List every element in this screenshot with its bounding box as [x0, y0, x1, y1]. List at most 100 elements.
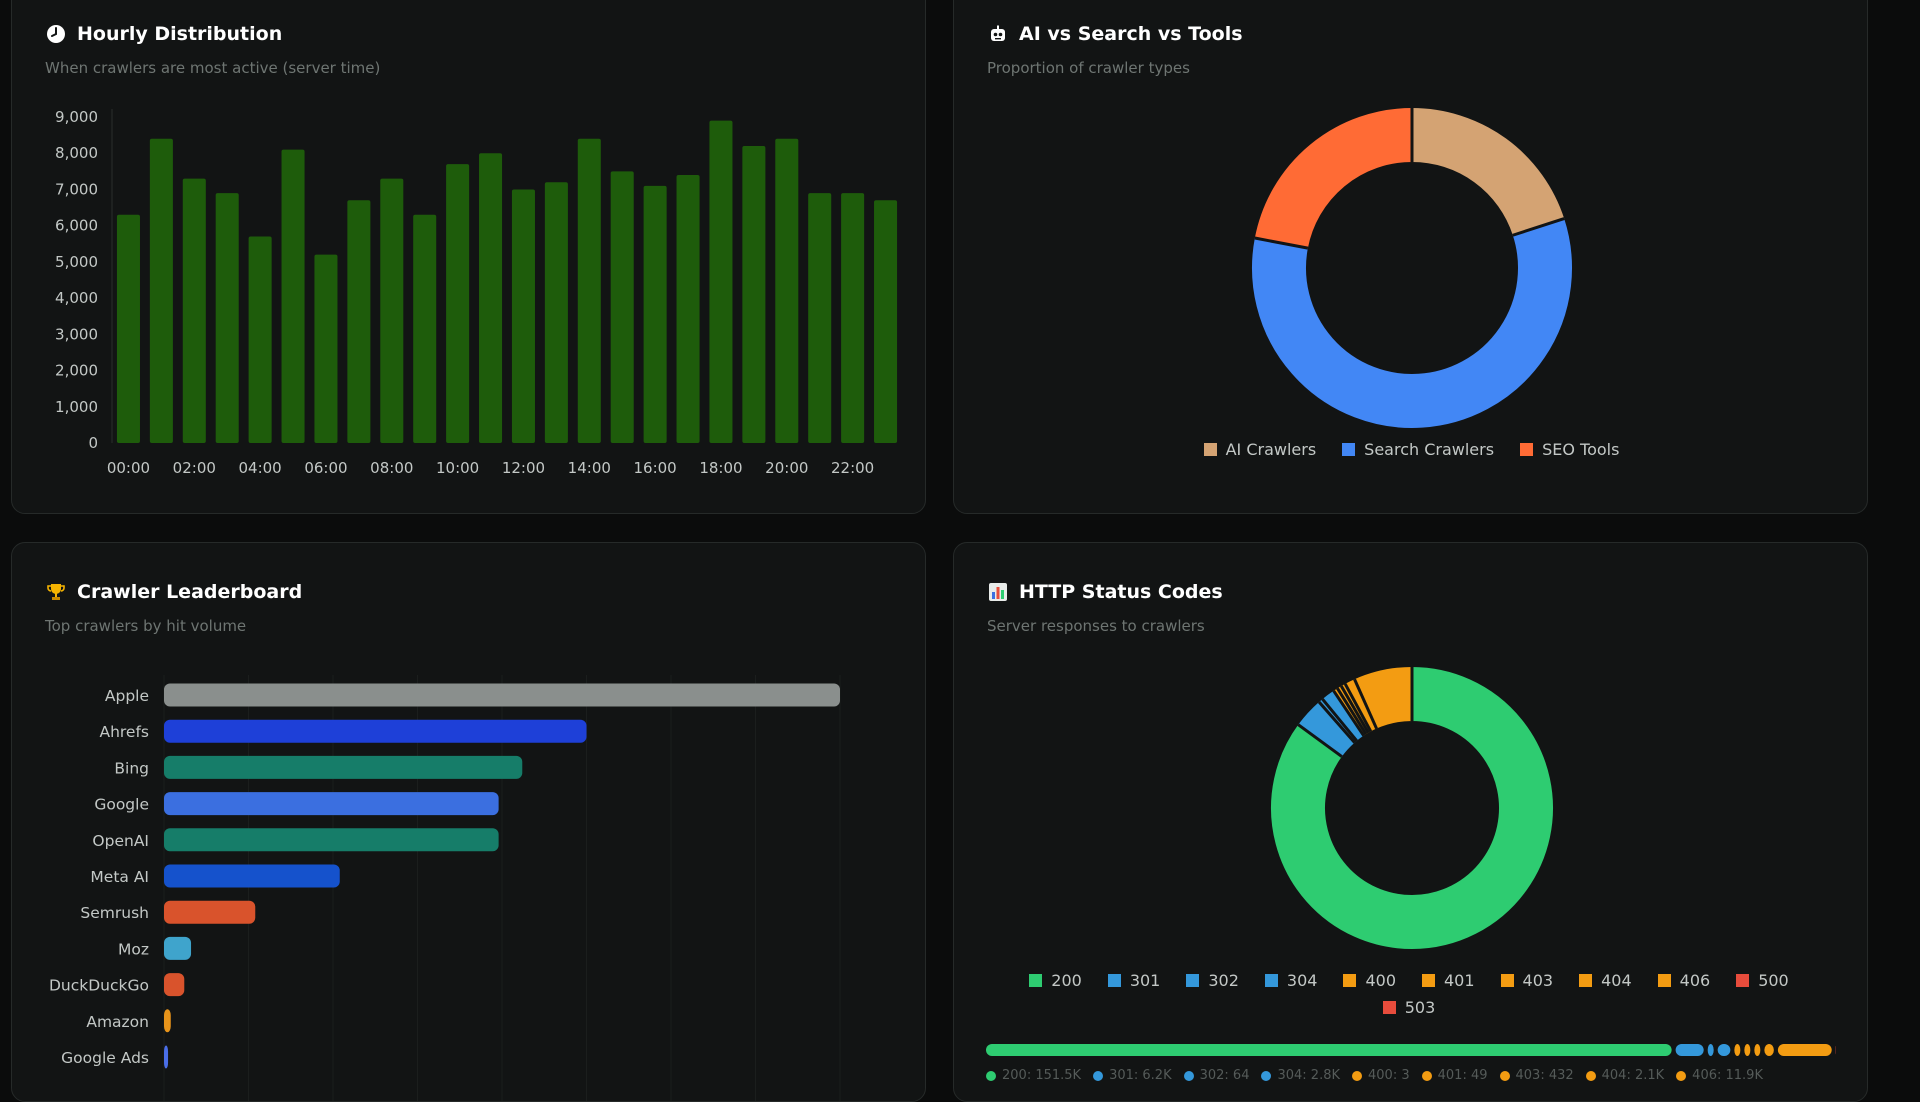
status-proportion-segment[interactable]: [1744, 1044, 1750, 1056]
hourly-bar[interactable]: [216, 193, 239, 443]
status-summary-item: 302: 64: [1184, 1068, 1250, 1083]
legend-swatch: [1520, 443, 1533, 456]
hourly-bar[interactable]: [677, 175, 700, 443]
x-tick-label: 22:00: [831, 459, 874, 477]
hourly-bar[interactable]: [545, 182, 568, 443]
x-tick-label: 16:00: [634, 459, 677, 477]
hourly-distribution-card: Hourly Distribution When crawlers are mo…: [11, 0, 926, 514]
legend-item-401[interactable]: 401: [1422, 971, 1475, 990]
status-summary-label: 302: 64: [1200, 1068, 1250, 1083]
hourly-bar[interactable]: [413, 215, 436, 443]
types-slice[interactable]: [1412, 135, 1538, 227]
hourly-bar[interactable]: [709, 121, 732, 443]
legend-label: 403: [1523, 971, 1554, 990]
legend-swatch: [1029, 974, 1042, 987]
leaderboard-label: DuckDuckGo: [49, 977, 149, 995]
leaderboard-bar[interactable]: [164, 937, 191, 960]
hourly-bar[interactable]: [183, 179, 206, 443]
legend-label: SEO Tools: [1542, 440, 1619, 459]
status-dot: [986, 1071, 996, 1081]
y-tick-label: 1,000: [55, 398, 98, 416]
hourly-bar[interactable]: [578, 139, 601, 443]
status-proportion-segment[interactable]: [1754, 1044, 1760, 1056]
status-proportion-segment[interactable]: [1676, 1044, 1704, 1056]
leaderboard-bar[interactable]: [164, 865, 340, 888]
legend-item-200[interactable]: 200: [1029, 971, 1082, 990]
leaderboard-label: Meta AI: [90, 868, 149, 886]
y-tick-label: 5,000: [55, 253, 98, 271]
status-slice[interactable]: [1320, 722, 1337, 740]
leaderboard-bar[interactable]: [164, 828, 499, 851]
status-summary-item: 200: 151.5K: [986, 1068, 1081, 1083]
legend-item-503[interactable]: 503: [1383, 998, 1436, 1017]
legend-swatch: [1204, 443, 1217, 456]
status-dot: [1352, 1071, 1362, 1081]
legend-item-ai-crawlers[interactable]: AI Crawlers: [1204, 440, 1317, 459]
hourly-bar[interactable]: [874, 200, 897, 443]
status-proportion-segment[interactable]: [986, 1044, 1672, 1056]
hourly-bar[interactable]: [841, 193, 864, 443]
legend-item-search-crawlers[interactable]: Search Crawlers: [1342, 440, 1494, 459]
leaderboard-bar[interactable]: [164, 1046, 168, 1069]
types-slice[interactable]: [1281, 135, 1412, 243]
legend-label: 503: [1405, 998, 1436, 1017]
legend-swatch: [1186, 974, 1199, 987]
http-status-donut: [954, 543, 1868, 1102]
legend-label: 304: [1287, 971, 1318, 990]
hourly-bar[interactable]: [446, 164, 469, 443]
hourly-bar[interactable]: [117, 215, 140, 443]
hourly-bar[interactable]: [249, 237, 272, 443]
status-slice[interactable]: [1340, 713, 1349, 720]
status-proportion-segment[interactable]: [1718, 1044, 1731, 1056]
status-proportion-segment[interactable]: [1778, 1044, 1832, 1056]
legend-item-seo-tools[interactable]: SEO Tools: [1520, 440, 1619, 459]
leaderboard-bar[interactable]: [164, 973, 184, 996]
legend-swatch: [1658, 974, 1671, 987]
hourly-bar[interactable]: [644, 186, 667, 443]
legend-item-403[interactable]: 403: [1501, 971, 1554, 990]
status-proportion-segment[interactable]: [1734, 1044, 1740, 1056]
leaderboard-label: Bing: [114, 759, 149, 777]
hourly-bar[interactable]: [150, 139, 173, 443]
legend-item-302[interactable]: 302: [1186, 971, 1239, 990]
hourly-bar[interactable]: [479, 153, 502, 443]
leaderboard-bar[interactable]: [164, 792, 499, 815]
status-dot: [1676, 1071, 1686, 1081]
legend-swatch: [1342, 443, 1355, 456]
hourly-bar[interactable]: [611, 171, 634, 443]
legend-label: 200: [1051, 971, 1082, 990]
y-tick-label: 9,000: [55, 108, 98, 126]
hourly-bar[interactable]: [775, 139, 798, 443]
legend-item-406[interactable]: 406: [1658, 971, 1711, 990]
leaderboard-label: Google Ads: [61, 1049, 149, 1067]
legend-item-404[interactable]: 404: [1579, 971, 1632, 990]
leaderboard-bar[interactable]: [164, 684, 840, 707]
legend-item-301[interactable]: 301: [1108, 971, 1161, 990]
leaderboard-bar[interactable]: [164, 756, 522, 779]
status-dot: [1500, 1071, 1510, 1081]
y-tick-label: 3,000: [55, 325, 98, 343]
legend-item-304[interactable]: 304: [1265, 971, 1318, 990]
leaderboard-bar[interactable]: [164, 720, 587, 743]
status-summary-item: 406: 11.9K: [1676, 1068, 1763, 1083]
legend-label: 301: [1130, 971, 1161, 990]
legend-item-400[interactable]: 400: [1343, 971, 1396, 990]
types-slice[interactable]: [1279, 227, 1545, 401]
status-proportion-segment[interactable]: [1764, 1044, 1774, 1056]
legend-swatch: [1108, 974, 1121, 987]
hourly-bar[interactable]: [742, 146, 765, 443]
hourly-bar[interactable]: [282, 150, 305, 443]
x-tick-label: 06:00: [304, 459, 347, 477]
status-proportion-segment[interactable]: [1708, 1044, 1714, 1056]
leaderboard-bar[interactable]: [164, 1009, 171, 1032]
status-dot: [1422, 1071, 1432, 1081]
legend-item-500[interactable]: 500: [1736, 971, 1789, 990]
types-legend: AI Crawlers Search Crawlers SEO Tools: [954, 440, 1868, 459]
hourly-bar[interactable]: [512, 189, 535, 443]
hourly-bar[interactable]: [380, 179, 403, 443]
leaderboard-bar[interactable]: [164, 901, 255, 924]
status-slice[interactable]: [1366, 694, 1412, 704]
hourly-bar[interactable]: [314, 255, 337, 443]
hourly-bar[interactable]: [347, 200, 370, 443]
hourly-bar[interactable]: [808, 193, 831, 443]
